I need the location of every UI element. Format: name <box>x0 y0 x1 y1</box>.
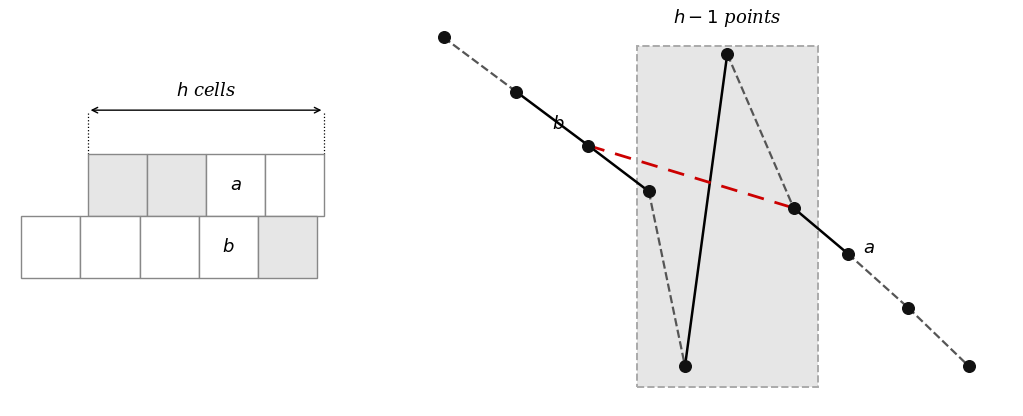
Point <box>719 51 736 57</box>
Point <box>961 363 977 369</box>
Text: $h$ cells: $h$ cells <box>176 82 236 100</box>
Bar <box>265 154 324 216</box>
Bar <box>258 216 317 278</box>
Point <box>677 363 694 369</box>
Text: $b$: $b$ <box>551 115 565 133</box>
Bar <box>139 216 198 278</box>
Text: $h-1$ points: $h-1$ points <box>673 7 782 29</box>
Point <box>840 250 856 257</box>
Bar <box>147 154 206 216</box>
Point <box>436 34 452 41</box>
Point <box>786 205 802 211</box>
Text: $a$: $a$ <box>863 238 875 257</box>
Text: $a$: $a$ <box>229 176 241 194</box>
Bar <box>81 216 139 278</box>
Bar <box>88 154 147 216</box>
Bar <box>21 216 81 278</box>
Bar <box>206 154 265 216</box>
Point <box>580 142 596 149</box>
Point <box>640 188 657 195</box>
Bar <box>636 46 817 387</box>
Text: $b$: $b$ <box>222 238 234 256</box>
Point <box>900 305 917 311</box>
Point <box>507 88 524 95</box>
Bar <box>198 216 258 278</box>
